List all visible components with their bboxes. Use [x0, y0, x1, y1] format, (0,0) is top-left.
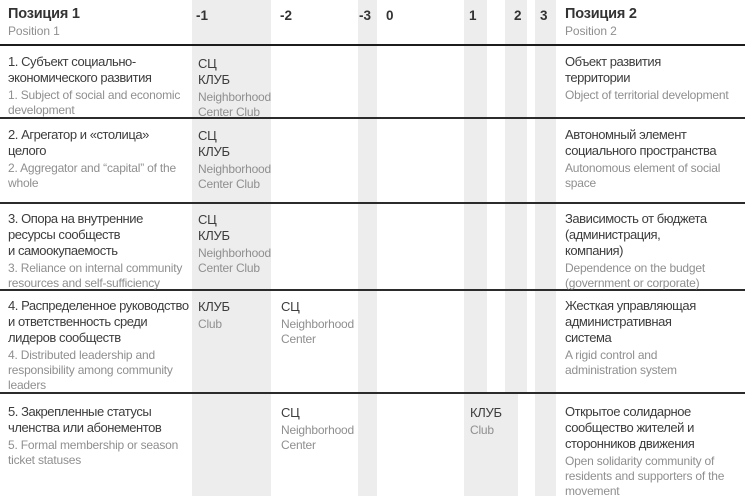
- row5-left-ru: 5. Закрепленные статусы членства или або…: [8, 404, 162, 435]
- row4-cell-minus2-en: Neighborhood Center: [281, 317, 354, 346]
- row5-cell-minus2-en: Neighborhood Center: [281, 423, 354, 452]
- row5-position1-text: 5. Закрепленные статусы членства или або…: [8, 404, 178, 468]
- row1-left-ru: 1. Субъект социально- экономического раз…: [8, 54, 152, 85]
- row1-right-en: Object of territorial development: [565, 88, 729, 102]
- row5-right-ru: Открытое солидарное сообщество жителей и…: [565, 404, 695, 451]
- row-divider: [0, 392, 745, 394]
- row2-cell-en: Neighborhood Center Club: [198, 162, 271, 191]
- scale-label-minus3: -3: [359, 8, 372, 23]
- row2-position2-text: Автономный элемент социального пространс…: [565, 127, 720, 191]
- scale-column-stripe-plus1: [464, 0, 487, 393]
- scale-column-stripe-minus3: [358, 0, 377, 496]
- row5-cell-minus2-ru: СЦ: [281, 405, 300, 420]
- row3-cell-en: Neighborhood Center Club: [198, 246, 271, 275]
- scale-label-0: 0: [386, 8, 394, 23]
- row2-position1-text: 2. Агрегатор и «столица» целого 2. Aggre…: [8, 127, 176, 191]
- scale-column-stripe-plus3: [535, 0, 556, 496]
- row2-right-en: Autonomous element of social space: [565, 161, 721, 190]
- row4-cell-minus1: КЛУБ Club: [198, 299, 230, 332]
- row-divider: [0, 117, 745, 119]
- row1-cell-en: Neighborhood Center Club: [198, 90, 271, 119]
- row4-left-en: 4. Distributed leadership and responsibi…: [8, 348, 173, 392]
- row4-right-en: A rigid control and administration syste…: [565, 348, 677, 377]
- row4-cell-minus1-en: Club: [198, 317, 222, 331]
- position1-subtitle: Position 1: [8, 24, 60, 38]
- row5-cell-plus1-en: Club: [470, 423, 494, 437]
- row3-cell-ru: СЦ КЛУБ: [198, 212, 230, 243]
- header-divider: [0, 44, 745, 46]
- position2-subtitle: Position 2: [565, 24, 617, 38]
- row3-position1-text: 3. Опора на внутренние ресурсы сообществ…: [8, 211, 182, 291]
- row4-right-ru: Жесткая управляющая административная сис…: [565, 298, 696, 345]
- scale-column-stripe-plus2: [505, 0, 527, 393]
- row1-position1-text: 1. Субъект социально- экономического раз…: [8, 54, 180, 118]
- row4-position1-text: 4. Распределенное руководство и ответств…: [8, 298, 189, 393]
- scale-label-minus1: -1: [196, 8, 209, 23]
- row2-right-ru: Автономный элемент социального пространс…: [565, 127, 717, 158]
- row1-cell-minus1: СЦ КЛУБ Neighborhood Center Club: [198, 56, 271, 120]
- row-divider: [0, 289, 745, 291]
- row5-cell-plus1: КЛУБ Club: [470, 405, 502, 438]
- scale-cell-highlight-row5: [464, 393, 518, 496]
- position2-title: Позиция 2: [565, 6, 637, 22]
- row4-left-ru: 4. Распределенное руководство и ответств…: [8, 298, 189, 345]
- row4-cell-minus1-ru: КЛУБ: [198, 299, 230, 314]
- row1-right-ru: Объект развития территории: [565, 54, 661, 85]
- row3-right-en: Dependence on the budget (government or …: [565, 261, 705, 290]
- row2-cell-ru: СЦ КЛУБ: [198, 128, 230, 159]
- row3-position2-text: Зависимость от бюджета (администрация, к…: [565, 211, 707, 291]
- row5-cell-plus1-ru: КЛУБ: [470, 405, 502, 420]
- row5-cell-minus2: СЦ Neighborhood Center: [281, 405, 354, 453]
- row4-position2-text: Жесткая управляющая административная сис…: [565, 298, 696, 378]
- row3-left-en: 3. Reliance on internal community resour…: [8, 261, 183, 290]
- scale-label-3: 3: [540, 8, 548, 23]
- row1-position2-text: Объект развития территории Object of ter…: [565, 54, 729, 103]
- row1-left-en: 1. Subject of social and economic develo…: [8, 88, 181, 117]
- scale-column-stripe-minus1: [192, 0, 271, 496]
- row2-left-ru: 2. Агрегатор и «столица» целого: [8, 127, 149, 158]
- row3-cell-minus1: СЦ КЛУБ Neighborhood Center Club: [198, 212, 271, 276]
- scale-label-1: 1: [469, 8, 477, 23]
- position1-title: Позиция 1: [8, 6, 80, 22]
- row-divider: [0, 202, 745, 204]
- row5-left-en: 5. Formal membership or season ticket st…: [8, 438, 179, 467]
- row1-cell-ru: СЦ КЛУБ: [198, 56, 230, 87]
- row5-right-en: Open solidarity community of residents a…: [565, 454, 725, 496]
- scale-label-2: 2: [514, 8, 522, 23]
- row2-left-en: 2. Aggregator and “capital” of the whole: [8, 161, 176, 190]
- row4-cell-minus2-ru: СЦ: [281, 299, 300, 314]
- row3-left-ru: 3. Опора на внутренние ресурсы сообществ…: [8, 211, 143, 258]
- row3-right-ru: Зависимость от бюджета (администрация, к…: [565, 211, 707, 258]
- row4-cell-minus2: СЦ Neighborhood Center: [281, 299, 354, 347]
- scale-label-minus2: -2: [280, 8, 293, 23]
- row2-cell-minus1: СЦ КЛУБ Neighborhood Center Club: [198, 128, 271, 192]
- row5-position2-text: Открытое солидарное сообщество жителей и…: [565, 404, 724, 496]
